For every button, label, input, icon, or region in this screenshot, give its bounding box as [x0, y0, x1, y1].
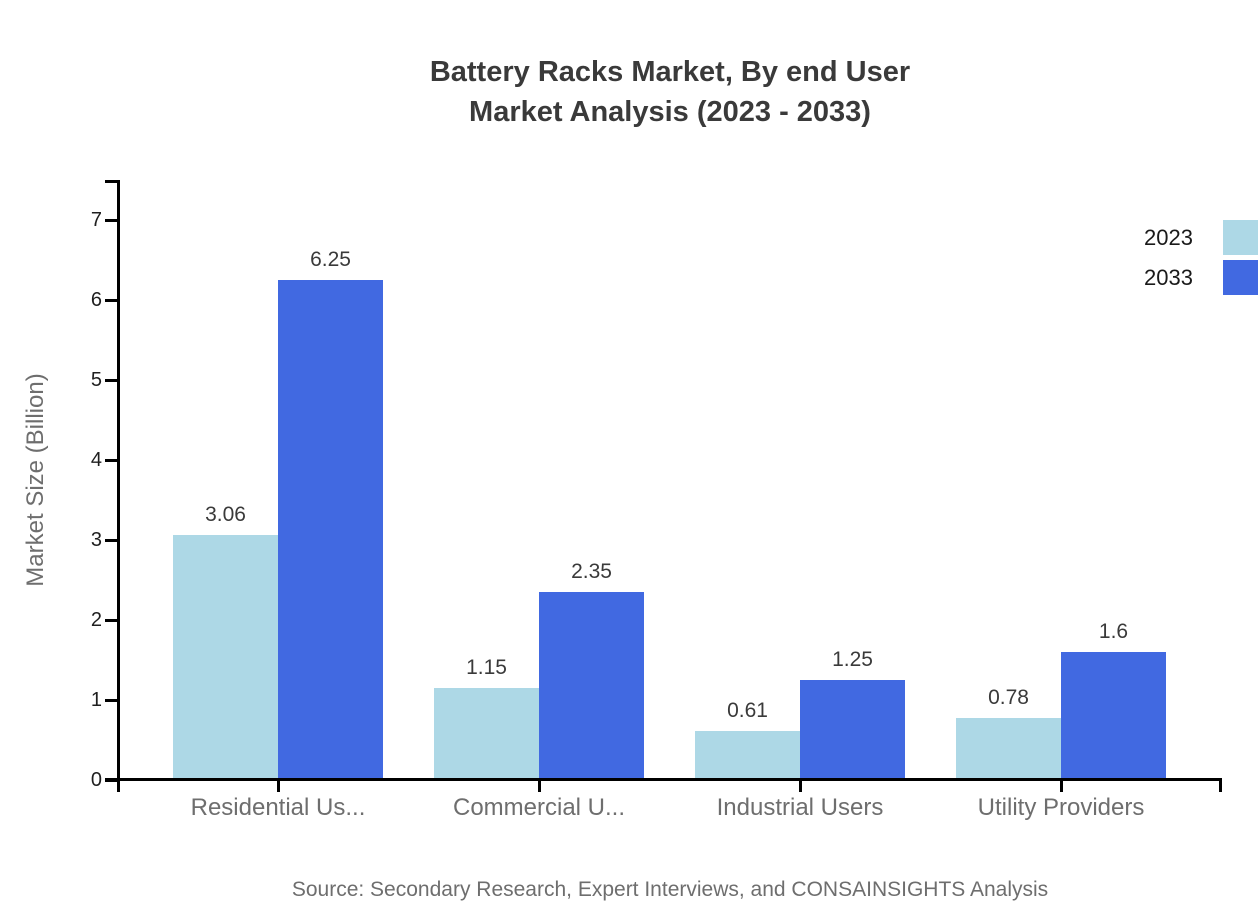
y-tick-label-0: 0 [90, 769, 102, 791]
legend-label-2023: 2023 [1144, 225, 1193, 250]
y-tick-label-1: 1 [90, 689, 102, 711]
y-tick-7 [105, 219, 118, 222]
y-tick-0 [105, 779, 118, 782]
value-label-2023-1: 1.15 [466, 656, 507, 679]
y-tick-label-2: 2 [90, 609, 102, 631]
bar-2023-2 [695, 731, 800, 780]
x-axis-line [105, 778, 1222, 781]
y-tick-label-6: 6 [90, 289, 102, 311]
y-axis-title: Market Size (Billion) [22, 373, 49, 587]
chart-title-line1: Battery Racks Market, By end User [429, 56, 911, 88]
source-note: Source: Secondary Research, Expert Inter… [291, 878, 1049, 901]
category-label-2: Industrial Users [716, 794, 884, 821]
y-axis-line [117, 180, 120, 792]
bar-2033-0 [278, 280, 383, 780]
y-tick-1 [105, 699, 118, 702]
x-tick-2 [799, 778, 802, 792]
y-tick-6 [105, 299, 118, 302]
legend-swatch-2033 [1223, 260, 1258, 295]
x-tick-0 [277, 778, 280, 792]
value-label-2023-0: 3.06 [205, 503, 246, 526]
bar-2033-2 [800, 680, 905, 780]
y-tick-label-7: 7 [90, 209, 102, 231]
bar-2023-1 [434, 688, 539, 780]
value-label-2033-3: 1.6 [1098, 620, 1129, 643]
chart-title: Battery Racks Market, By end User Market… [80, 52, 1260, 132]
value-label-2023-2: 0.61 [727, 699, 768, 722]
value-label-2023-3: 0.78 [988, 686, 1029, 709]
value-label-2033-2: 1.25 [832, 648, 873, 671]
category-label-3: Utility Providers [977, 794, 1145, 821]
y-tick-label-5: 5 [90, 369, 102, 391]
bar-2023-0 [173, 535, 278, 780]
x-axis-end-tick [1219, 778, 1222, 792]
category-label-1: Commercial U... [452, 794, 626, 821]
legend-swatch-2023 [1223, 220, 1258, 255]
y-tick-4 [105, 459, 118, 462]
value-label-2033-1: 2.35 [571, 560, 612, 583]
bar-2033-1 [539, 592, 644, 780]
y-tick-3 [105, 539, 118, 542]
bar-2033-3 [1061, 652, 1166, 780]
y-tick-5 [105, 379, 118, 382]
legend-label-2033: 2033 [1144, 265, 1193, 290]
y-tick-label-4: 4 [90, 449, 102, 471]
value-label-2033-0: 6.25 [310, 248, 351, 271]
x-tick-3 [1060, 778, 1063, 792]
chart-title-line2: Market Analysis (2023 - 2033) [469, 96, 871, 128]
category-label-0: Residential Us... [190, 794, 366, 821]
x-tick-1 [538, 778, 541, 792]
bar-2023-3 [956, 718, 1061, 780]
y-tick-label-3: 3 [90, 529, 102, 551]
y-tick-2 [105, 619, 118, 622]
y-axis-end-tick [105, 180, 118, 183]
